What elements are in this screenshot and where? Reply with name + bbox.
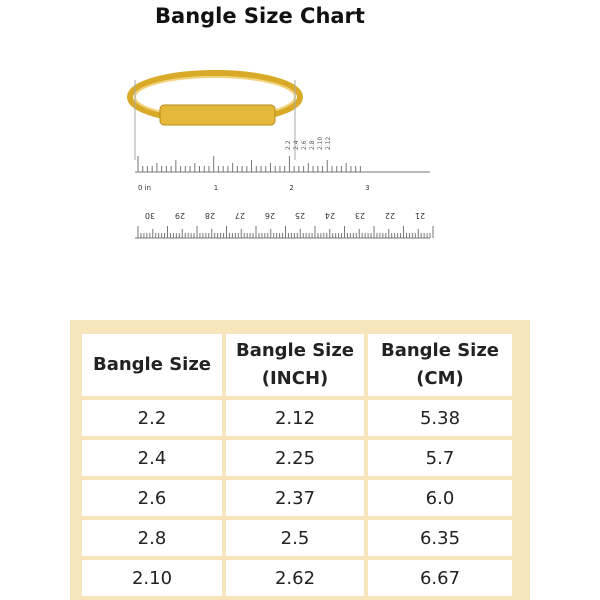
table-cell: 2.4	[82, 440, 222, 476]
table-row: 2.8 2.5 6.35	[82, 520, 512, 556]
table-cell: 6.0	[368, 480, 512, 516]
cm-label: 22	[385, 211, 395, 220]
table-cell: 2.12	[226, 400, 364, 436]
table-frame: Bangle Size Bangle Size (INCH) Bangle Size…	[70, 320, 530, 600]
header-cell: Bangle Size (CM)	[368, 334, 512, 396]
inch-label: 3	[365, 184, 369, 192]
header-row: Bangle Size Bangle Size (INCH) Bangle Size…	[82, 334, 512, 396]
table-row: 2.6 2.37 6.0	[82, 480, 512, 516]
size-label: 2.8	[309, 140, 316, 150]
cm-label: 27	[235, 211, 245, 220]
size-table: Bangle Size Bangle Size (INCH) Bangle Size…	[78, 330, 516, 600]
cm-label: 30	[145, 211, 155, 220]
table-cell: 5.38	[368, 400, 512, 436]
table-row: 2.10 2.62 6.67	[82, 560, 512, 596]
cm-label: 29	[175, 211, 185, 220]
cm-label: 24	[325, 211, 335, 220]
size-label: 2.4	[293, 140, 300, 150]
table-cell: 2.5	[226, 520, 364, 556]
table-row: 2.4 2.25 5.7	[82, 440, 512, 476]
cm-label: 28	[205, 211, 215, 220]
inch-label: 0 in	[138, 184, 151, 192]
table-cell: 2.2	[82, 400, 222, 436]
size-label: 2.10	[317, 136, 324, 150]
cm-label: 23	[355, 211, 365, 220]
inch-label: 2	[289, 184, 293, 192]
cm-label: 25	[295, 211, 305, 220]
table-row: 2.2 2.12 5.38	[82, 400, 512, 436]
size-label: 2.2	[285, 140, 292, 150]
size-label: 2.6	[301, 140, 308, 150]
cm-label: 26	[265, 211, 275, 220]
table-cell: 6.67	[368, 560, 512, 596]
table-cell: 2.10	[82, 560, 222, 596]
table-cell: 2.62	[226, 560, 364, 596]
table-cell: 5.7	[368, 440, 512, 476]
title: Bangle Size Chart	[155, 4, 365, 28]
header-cell: Bangle Size (INCH)	[226, 334, 364, 396]
table-cell: 2.6	[82, 480, 222, 516]
table-cell: 6.35	[368, 520, 512, 556]
table-cell: 2.37	[226, 480, 364, 516]
header-cell: Bangle Size	[82, 334, 222, 396]
table-cell: 2.25	[226, 440, 364, 476]
bangle-clasp	[159, 104, 276, 126]
size-label: 2.12	[325, 136, 332, 150]
inch-label: 1	[214, 184, 218, 192]
cm-label: 21	[415, 211, 425, 220]
table-cell: 2.8	[82, 520, 222, 556]
